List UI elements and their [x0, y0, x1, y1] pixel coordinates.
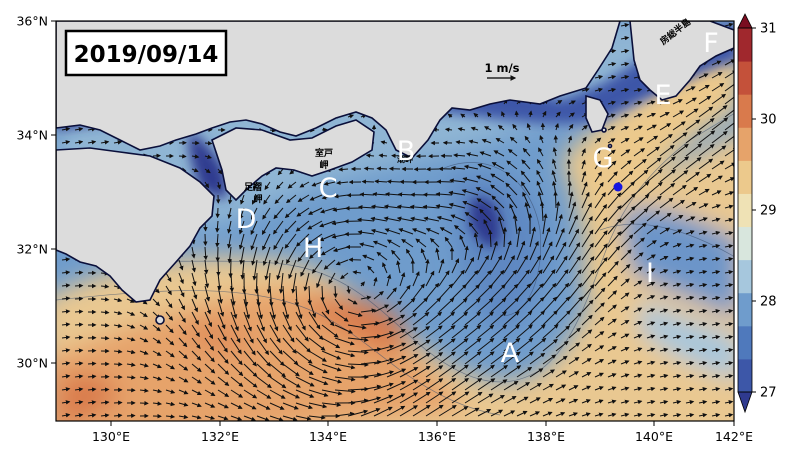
colorbar-tick-label: 29: [760, 204, 777, 219]
island: [156, 316, 164, 324]
current-arrow: [75, 324, 83, 325]
lon-tick-label: 138°E: [527, 429, 565, 444]
region-label-b: B: [397, 136, 416, 167]
colorbar-segments: [738, 28, 752, 393]
current-arrow: [360, 194, 374, 195]
current-arrow: [205, 234, 206, 245]
colorbar-segment: [738, 326, 752, 360]
lat-tick-label: 32°N: [16, 242, 48, 257]
current-arrow: [555, 192, 556, 208]
current-arrow: [218, 208, 219, 217]
ashizuri-label-1: 足摺: [244, 181, 262, 193]
colorbar-segment: [738, 94, 752, 128]
region-label-h: H: [303, 233, 323, 264]
colorbar-bottom-extension: [738, 392, 752, 412]
longitude-axis: 130°E 132°E 134°E 136°E 138°E 140°E 142°E: [92, 421, 753, 444]
current-arrow: [205, 143, 212, 144]
colorbar-segment: [738, 359, 752, 393]
region-label-e: E: [654, 80, 671, 111]
current-arrow: [127, 416, 135, 417]
current-arrow: [516, 111, 517, 117]
current-arrow: [114, 403, 122, 404]
current-arrow: [437, 182, 452, 183]
region-label-g: G: [593, 143, 614, 174]
current-arrow: [88, 363, 96, 364]
lon-tick-label: 142°E: [715, 429, 753, 444]
current-arrow: [388, 181, 400, 182]
current-arrow: [75, 311, 83, 312]
plot-area: [40, 21, 760, 447]
current-arrow: [179, 156, 186, 157]
colorbar-segment: [738, 193, 752, 227]
lon-tick-label: 134°E: [309, 429, 347, 444]
current-arrow: [399, 194, 413, 195]
lat-tick-label: 30°N: [16, 356, 48, 371]
current-arrow: [365, 168, 374, 169]
current-arrow: [322, 130, 327, 131]
lat-tick-label: 36°N: [16, 14, 48, 29]
colorbar-ticks: 27 28 29 30 31: [752, 22, 777, 401]
colorbar-tick-label: 27: [760, 386, 777, 401]
region-label-c: C: [319, 173, 338, 204]
colorbar-tick-label: 28: [760, 295, 777, 310]
colorbar-segment: [738, 28, 752, 62]
lat-tick-label: 34°N: [16, 128, 48, 143]
lon-tick-label: 132°E: [201, 429, 239, 444]
colorbar-segment: [738, 260, 752, 294]
current-arrow: [101, 389, 109, 390]
lon-tick-label: 130°E: [92, 429, 130, 444]
colorbar-tick-label: 30: [760, 113, 777, 128]
current-arrow: [377, 168, 387, 169]
region-label-f: F: [703, 28, 719, 59]
lon-tick-label: 136°E: [418, 429, 456, 444]
current-arrow: [75, 286, 83, 287]
colorbar-segment: [738, 127, 752, 161]
current-arrow: [335, 286, 336, 297]
latitude-axis: 30°N 32°N 34°N 36°N: [16, 14, 56, 371]
colorbar-segment: [738, 61, 752, 95]
colorbar-segment: [738, 160, 752, 194]
current-arrow: [75, 299, 83, 300]
current-arrow: [339, 169, 348, 170]
lon-tick-label: 140°E: [635, 429, 673, 444]
current-arrow: [75, 337, 83, 338]
scale-label: 1 m/s: [484, 61, 519, 75]
colorbar: 27 28 29 30 31: [738, 14, 777, 412]
muroto-label-2: 岬: [319, 159, 328, 171]
muroto-label-1: 室戸: [315, 147, 333, 159]
current-arrow: [75, 272, 83, 273]
current-arrow: [569, 148, 570, 156]
date-label: 2019/09/14: [74, 42, 219, 68]
colorbar-segment: [738, 293, 752, 327]
region-label-d: D: [236, 204, 257, 235]
date-box: 2019/09/14: [66, 31, 226, 75]
colorbar-segment: [738, 227, 752, 261]
island: [602, 128, 606, 132]
current-arrow: [101, 325, 109, 326]
current-arrow: [322, 286, 323, 301]
current-arrow: [114, 364, 122, 365]
colorbar-top-extension: [738, 14, 752, 28]
region-label-i: I: [646, 258, 654, 289]
colorbar-tick-label: 31: [760, 22, 777, 37]
station-marker: [614, 183, 623, 192]
current-arrow: [362, 182, 374, 183]
current-arrow: [101, 312, 109, 313]
region-label-a: A: [501, 338, 520, 369]
